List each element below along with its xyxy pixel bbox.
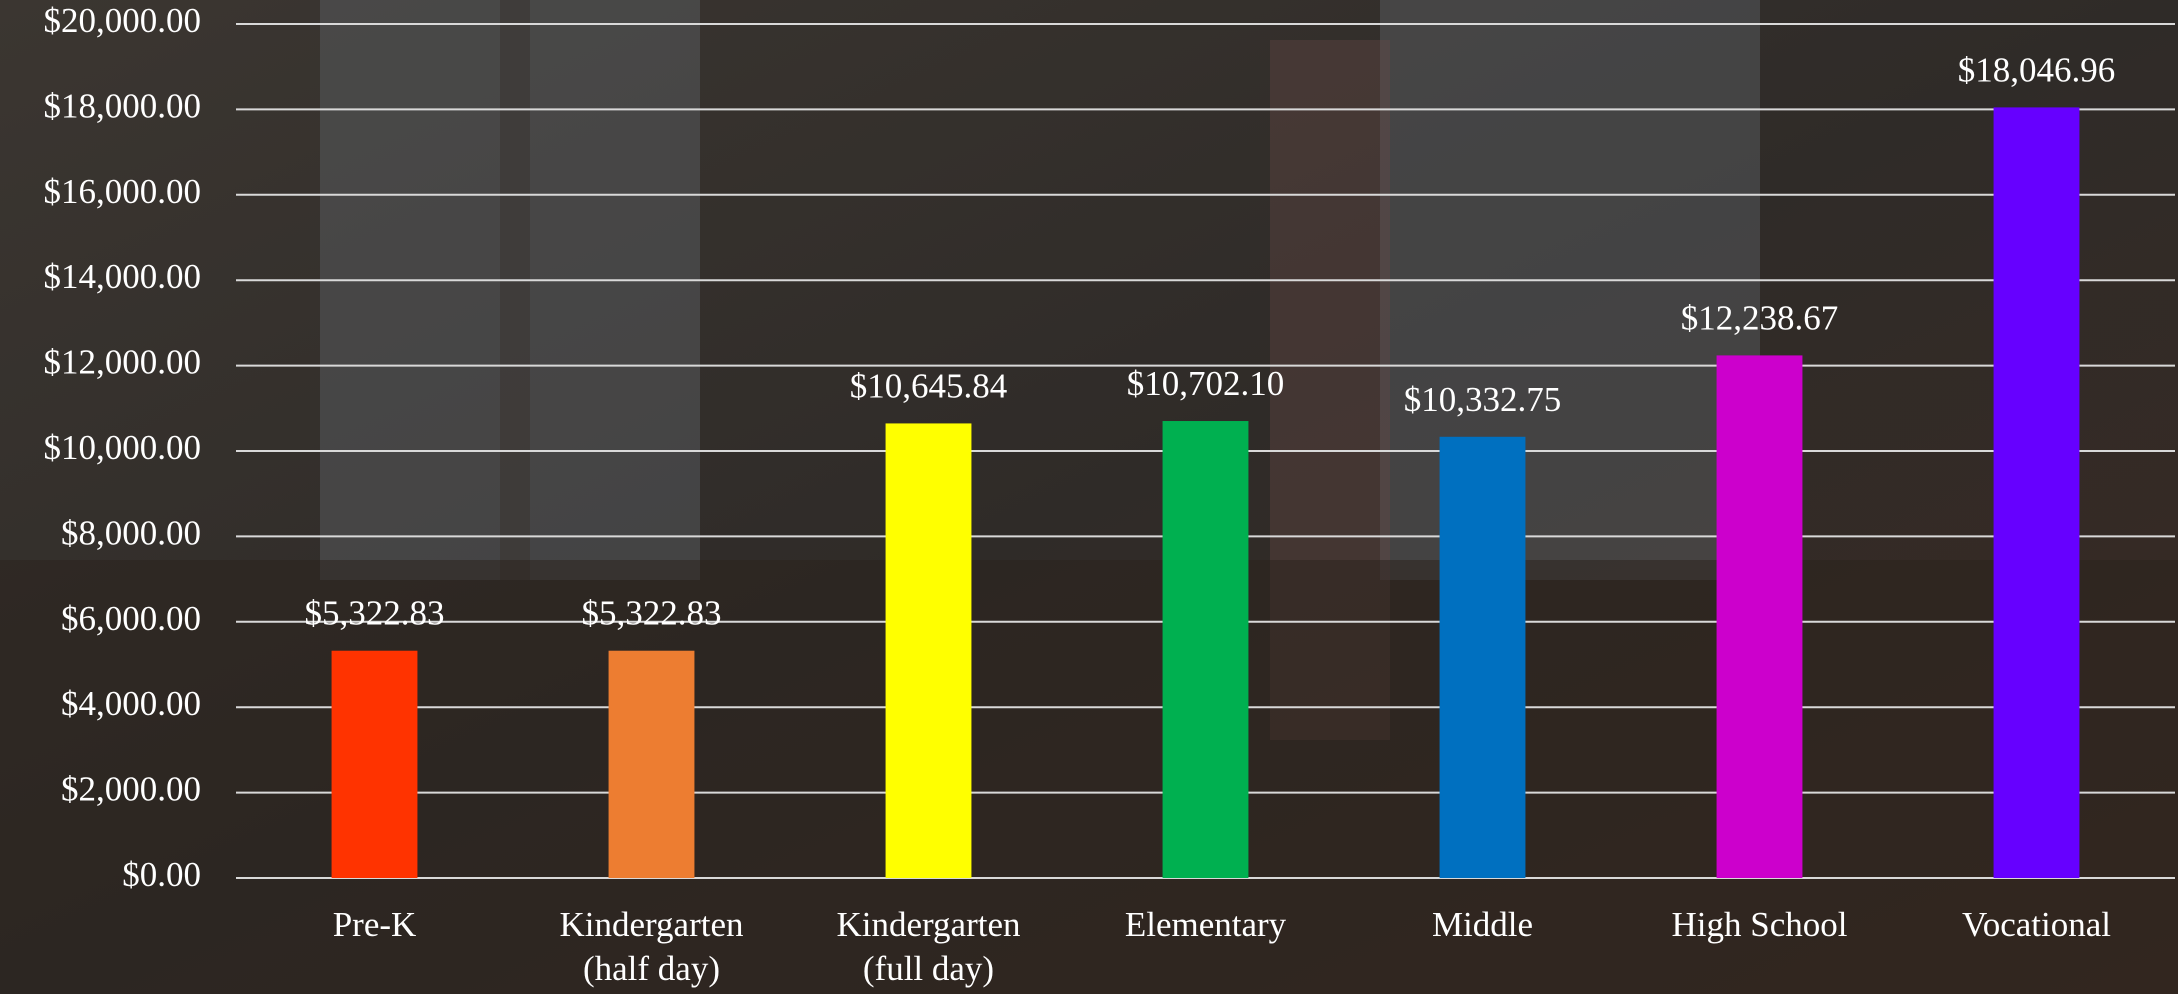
x-tick-label: Vocational (1962, 905, 2111, 944)
bar (1993, 107, 2080, 879)
y-tick-label: $16,000.00 (44, 172, 202, 211)
y-tick-label: $4,000.00 (61, 684, 201, 723)
bar (331, 650, 418, 878)
bar (608, 650, 695, 878)
value-label: $10,702.10 (1127, 364, 1285, 403)
x-tick-label: Pre-K (333, 905, 417, 944)
bar (885, 423, 972, 878)
value-label: $5,322.83 (582, 594, 722, 633)
x-tick-label: High School (1672, 905, 1848, 944)
y-tick-label: $20,000.00 (44, 1, 202, 40)
x-tick-label: Kindergarten (full day) (836, 905, 1020, 988)
value-label: $5,322.83 (305, 594, 445, 633)
bar (1439, 436, 1526, 878)
value-label: $18,046.96 (1958, 50, 2116, 89)
y-tick-label: $0.00 (122, 855, 201, 894)
y-tick-label: $2,000.00 (61, 770, 201, 809)
y-tick-label: $6,000.00 (61, 599, 201, 638)
bar (1716, 355, 1803, 878)
y-tick-label: $12,000.00 (44, 343, 202, 382)
y-tick-label: $18,000.00 (44, 86, 202, 125)
x-tick-label: Elementary (1125, 905, 1287, 944)
y-tick-label: $14,000.00 (44, 257, 202, 296)
bar (1162, 421, 1249, 878)
value-label: $10,332.75 (1404, 380, 1562, 419)
y-tick-label: $10,000.00 (44, 428, 202, 467)
x-tick-label: Middle (1432, 905, 1533, 944)
value-label: $10,645.84 (850, 366, 1008, 405)
y-tick-label: $8,000.00 (61, 513, 201, 552)
value-label: $12,238.67 (1681, 298, 1839, 337)
x-tick-label: Kindergarten (half day) (559, 905, 743, 988)
